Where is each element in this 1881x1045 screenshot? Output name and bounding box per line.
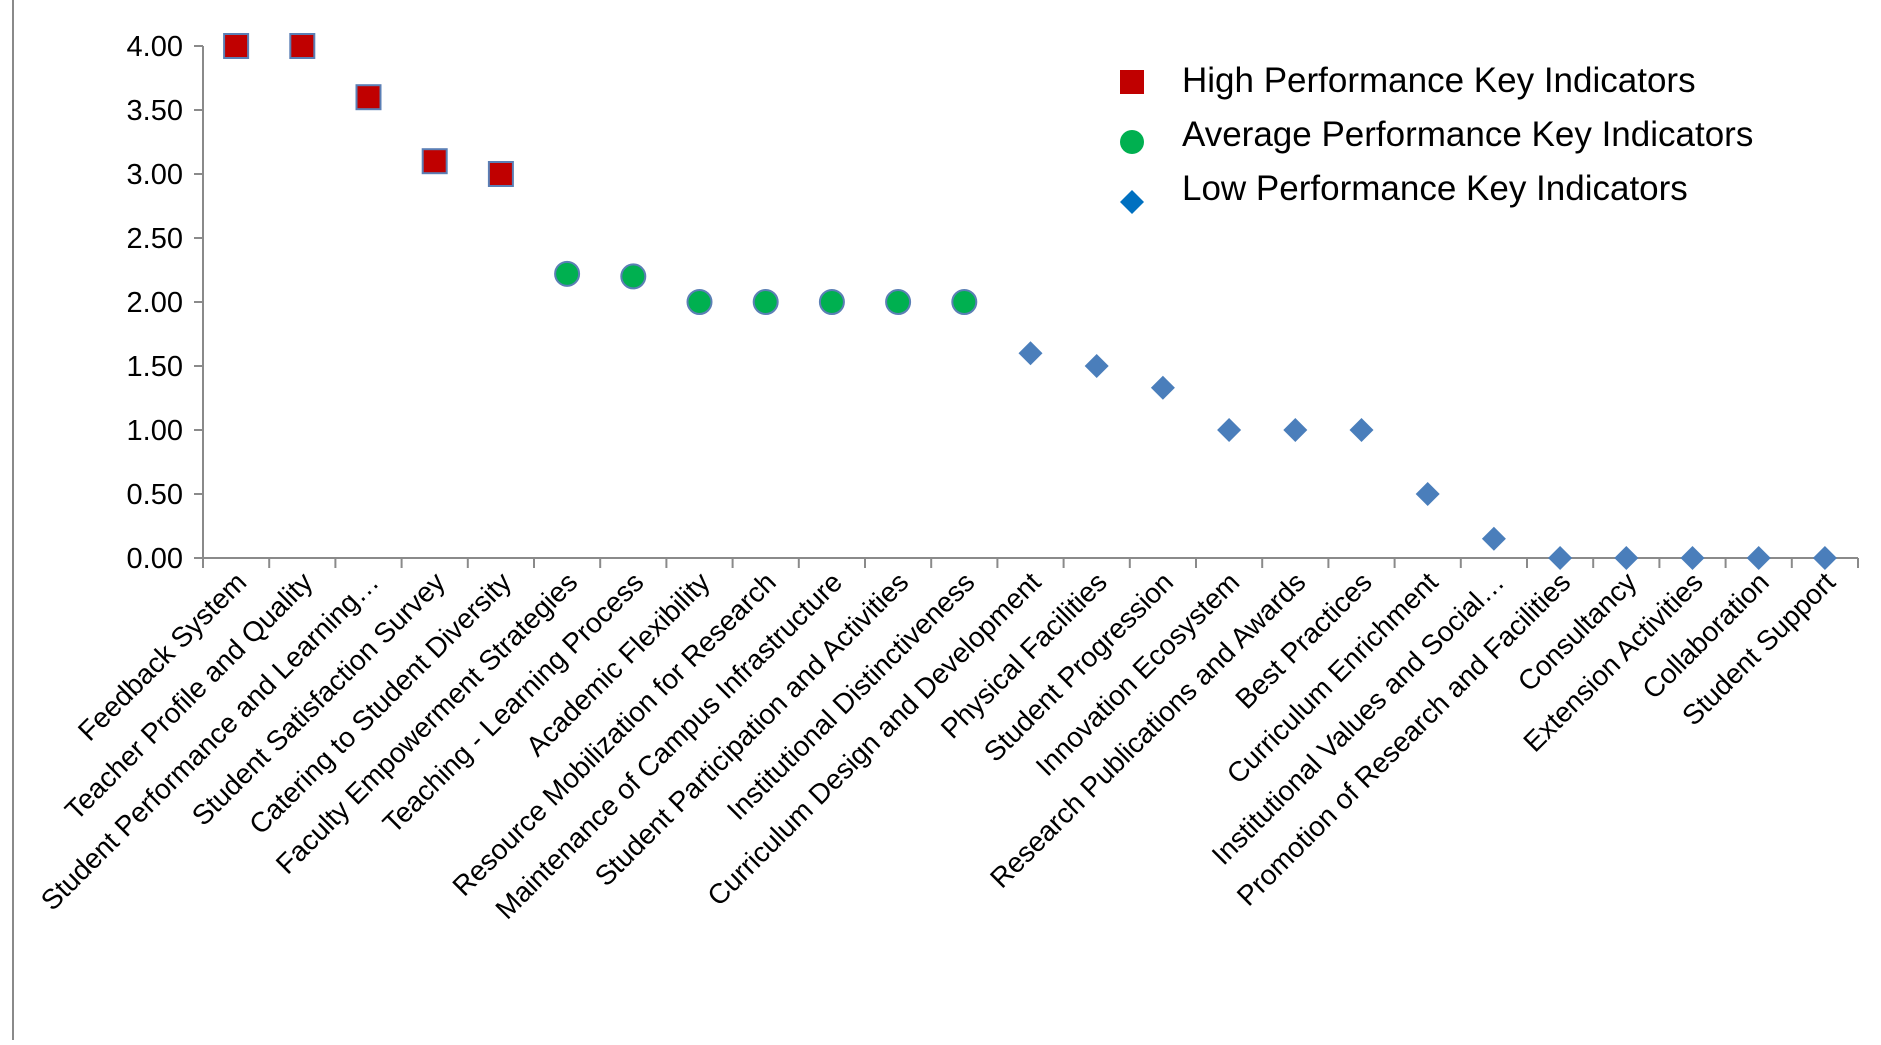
- data-point-square: [289, 33, 316, 59]
- legend-marker-square: [1120, 70, 1144, 94]
- data-point-circle: [554, 260, 581, 287]
- data-point-circle: [620, 263, 647, 290]
- y-tick-label: 4.00: [127, 31, 183, 63]
- y-tick-label: 1.00: [127, 415, 183, 447]
- data-point-circle: [752, 289, 779, 315]
- legend-label: High Performance Key Indicators: [1182, 61, 1696, 100]
- y-tick-label: 0.00: [127, 543, 183, 575]
- y-tick-label: 3.50: [127, 95, 183, 127]
- data-point-diamond: [1217, 418, 1242, 442]
- data-point-diamond: [1481, 526, 1506, 551]
- data-point-diamond: [1349, 418, 1374, 442]
- y-tick-label: 2.50: [127, 223, 183, 255]
- data-point-diamond: [1614, 546, 1639, 570]
- data-point-diamond: [1680, 546, 1705, 570]
- data-point-square: [355, 84, 382, 111]
- legend-label: Average Performance Key Indicators: [1182, 115, 1753, 154]
- data-point-square: [487, 161, 514, 187]
- data-point-diamond: [1548, 546, 1573, 570]
- y-axis: 0.00 0.50 1.00 1.50 2.00 2.50 3.00 3.50 4.00: [127, 31, 204, 575]
- y-tick-label: 0.50: [127, 479, 183, 511]
- legend-marker-diamond: [1120, 190, 1144, 214]
- y-tick-label: 3.00: [127, 159, 183, 191]
- plot-area: [223, 33, 1837, 570]
- data-point-diamond: [1283, 418, 1308, 442]
- data-point-diamond: [1746, 546, 1771, 570]
- y-tick-label: 1.50: [127, 351, 183, 383]
- legend: High Performance Key Indicators Average P…: [1120, 61, 1753, 214]
- data-point-diamond: [1415, 482, 1440, 506]
- data-point-diamond: [1018, 341, 1043, 366]
- data-point-circle: [951, 289, 978, 315]
- data-point-diamond: [1812, 546, 1837, 570]
- y-tick-label: 2.00: [127, 287, 183, 319]
- legend-marker-circle: [1120, 130, 1144, 154]
- legend-label: Low Performance Key Indicators: [1182, 169, 1688, 208]
- data-point-square: [223, 33, 250, 59]
- data-point-circle: [686, 289, 713, 315]
- data-point-circle: [818, 289, 845, 315]
- data-point-circle: [885, 289, 912, 315]
- data-point-diamond: [1084, 354, 1109, 378]
- data-point-diamond: [1150, 375, 1175, 400]
- data-point-square: [421, 148, 448, 175]
